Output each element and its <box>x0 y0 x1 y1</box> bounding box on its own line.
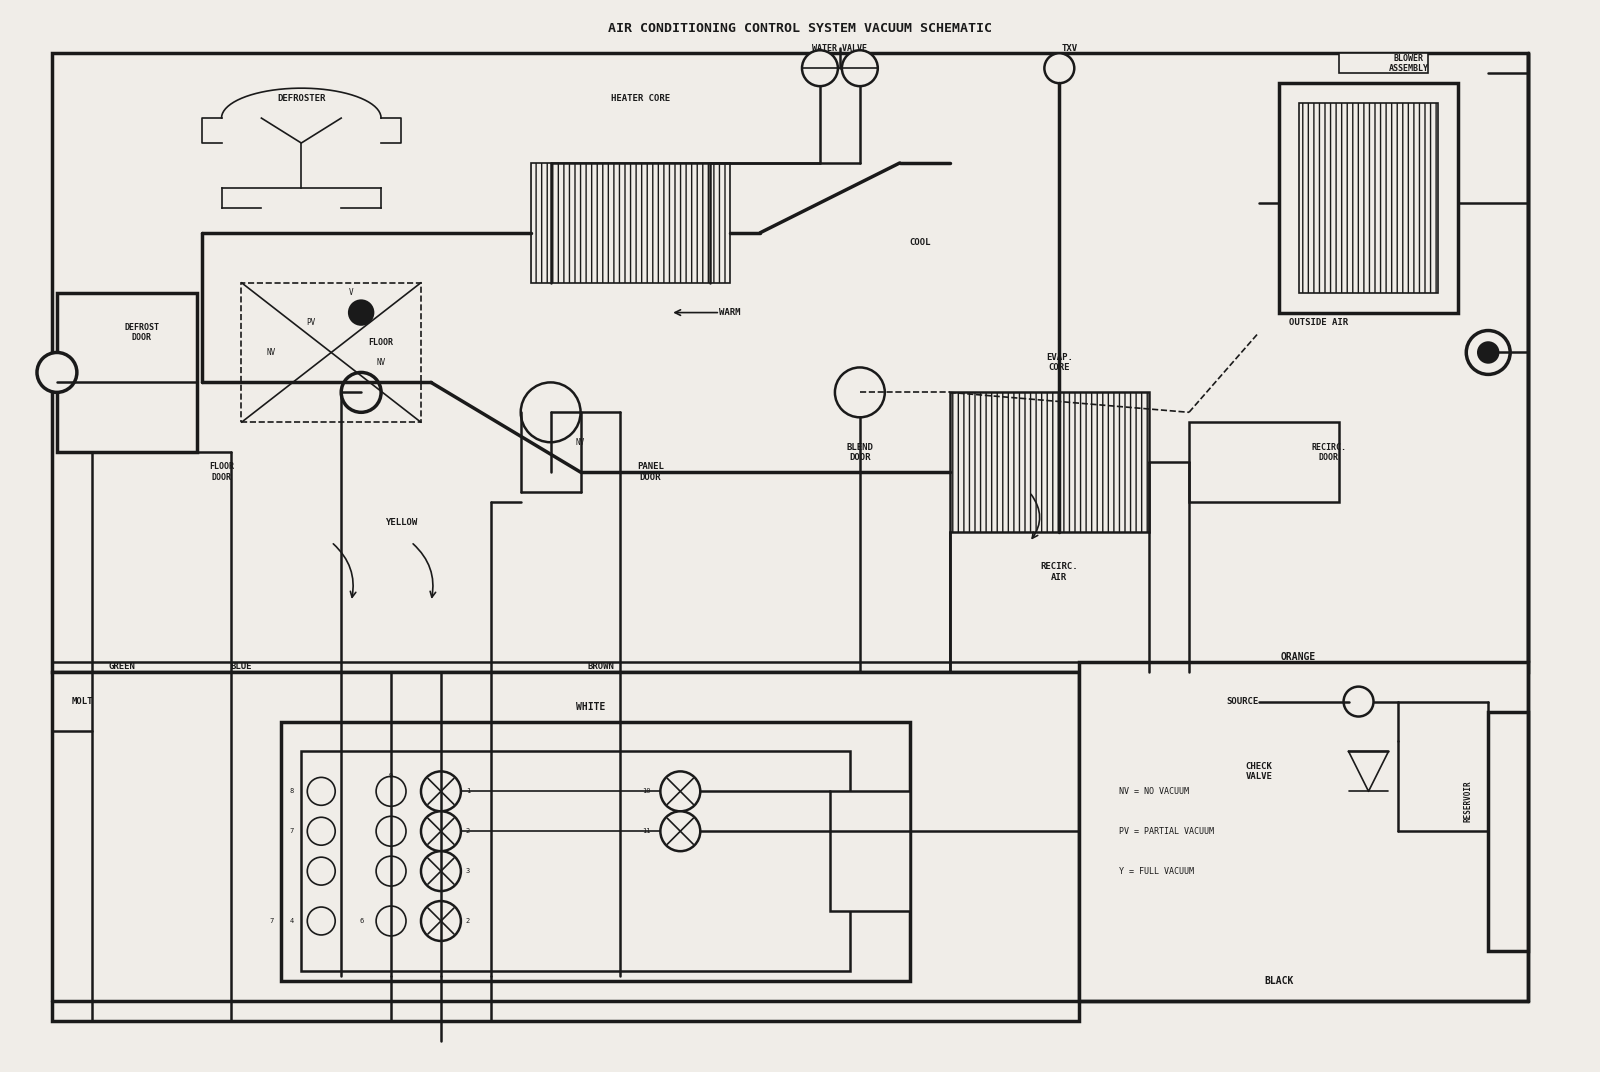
Text: 2: 2 <box>466 829 470 834</box>
Text: CHECK
VALVE: CHECK VALVE <box>1245 762 1272 781</box>
Circle shape <box>1344 686 1373 716</box>
Text: WARM: WARM <box>720 308 741 317</box>
Text: DEFROST
DOOR: DEFROST DOOR <box>125 323 160 342</box>
Text: NV: NV <box>267 348 275 357</box>
Text: DEFROSTER: DEFROSTER <box>277 93 325 103</box>
Circle shape <box>307 907 336 935</box>
Bar <box>58 293 197 452</box>
Text: YELLOW: YELLOW <box>386 518 418 526</box>
Text: RECIRC.
AIR: RECIRC. AIR <box>1040 562 1078 582</box>
Circle shape <box>661 812 701 851</box>
Text: 8: 8 <box>290 788 293 794</box>
Circle shape <box>307 817 336 845</box>
Bar <box>51 672 1080 1021</box>
Text: NV: NV <box>376 358 386 367</box>
Text: SOURCE: SOURCE <box>1227 697 1259 706</box>
Text: NV = NO VACUUM: NV = NO VACUUM <box>1118 787 1189 795</box>
Text: PANEL
DOOR: PANEL DOOR <box>637 462 664 482</box>
Text: BROWN: BROWN <box>587 662 614 671</box>
Text: BLEND
DOOR: BLEND DOOR <box>846 443 874 462</box>
Text: WATER VALVE: WATER VALVE <box>813 44 867 53</box>
Text: HEATER CORE: HEATER CORE <box>611 93 670 103</box>
Text: ORANGE: ORANGE <box>1282 652 1317 661</box>
Circle shape <box>376 776 406 806</box>
Text: BLOWER
ASSEMBLY: BLOWER ASSEMBLY <box>1389 54 1429 73</box>
Bar <box>51 54 1528 672</box>
Text: 10: 10 <box>642 788 650 794</box>
Text: 2: 2 <box>466 918 470 924</box>
Text: 3: 3 <box>466 868 470 874</box>
Text: MOLT: MOLT <box>72 697 93 706</box>
Circle shape <box>520 383 581 443</box>
Text: FLOOR: FLOOR <box>368 338 394 347</box>
Circle shape <box>341 372 381 413</box>
Circle shape <box>421 902 461 941</box>
Text: WHITE: WHITE <box>576 701 605 712</box>
Circle shape <box>376 906 406 936</box>
Text: OUTSIDE AIR: OUTSIDE AIR <box>1290 318 1349 327</box>
Text: FLOOR
DOOR: FLOOR DOOR <box>210 462 234 482</box>
Text: RECIRC.
DOOR: RECIRC. DOOR <box>1310 443 1346 462</box>
Circle shape <box>307 777 336 805</box>
Bar <box>1488 712 1528 951</box>
Text: 4: 4 <box>290 918 293 924</box>
Circle shape <box>349 300 373 325</box>
Circle shape <box>421 812 461 851</box>
Text: RESERVOIR: RESERVOIR <box>1464 780 1472 822</box>
Bar <box>950 392 1149 532</box>
Circle shape <box>802 50 838 86</box>
Circle shape <box>421 851 461 891</box>
Circle shape <box>1466 330 1510 374</box>
Circle shape <box>661 772 701 812</box>
Bar <box>1278 84 1458 313</box>
Bar <box>1080 661 1528 1001</box>
Circle shape <box>1045 54 1074 84</box>
Circle shape <box>842 50 878 86</box>
Text: 7: 7 <box>290 829 293 834</box>
Text: GREEN: GREEN <box>109 662 134 671</box>
Text: 9: 9 <box>389 773 394 779</box>
Text: PV: PV <box>307 318 315 327</box>
Circle shape <box>376 857 406 887</box>
Text: 1: 1 <box>466 788 470 794</box>
Text: BLACK: BLACK <box>1264 976 1293 986</box>
Bar <box>301 751 850 971</box>
Text: EVAP.
CORE: EVAP. CORE <box>1046 353 1072 372</box>
Text: COOL: COOL <box>909 238 931 248</box>
Circle shape <box>307 858 336 885</box>
Text: 6: 6 <box>358 918 363 924</box>
Bar <box>830 791 910 911</box>
Text: AIR CONDITIONING CONTROL SYSTEM VACUUM SCHEMATIC: AIR CONDITIONING CONTROL SYSTEM VACUUM S… <box>608 21 992 34</box>
Circle shape <box>37 353 77 392</box>
Circle shape <box>376 816 406 846</box>
Text: 7: 7 <box>269 918 274 924</box>
Text: 11: 11 <box>642 829 650 834</box>
Bar <box>282 721 910 981</box>
Circle shape <box>1478 342 1498 362</box>
Text: Y = FULL VACUUM: Y = FULL VACUUM <box>1118 866 1194 876</box>
Bar <box>242 283 421 422</box>
Bar <box>1339 54 1429 73</box>
Circle shape <box>835 368 885 417</box>
Bar <box>1299 103 1438 293</box>
Circle shape <box>421 772 461 812</box>
Text: PV = PARTIAL VACUUM: PV = PARTIAL VACUUM <box>1118 827 1214 836</box>
Bar <box>1189 422 1339 502</box>
Text: TXV: TXV <box>1061 44 1077 53</box>
Text: NV: NV <box>576 437 586 447</box>
Text: BLUE: BLUE <box>230 662 253 671</box>
Text: V: V <box>349 288 354 297</box>
Bar <box>531 163 730 283</box>
